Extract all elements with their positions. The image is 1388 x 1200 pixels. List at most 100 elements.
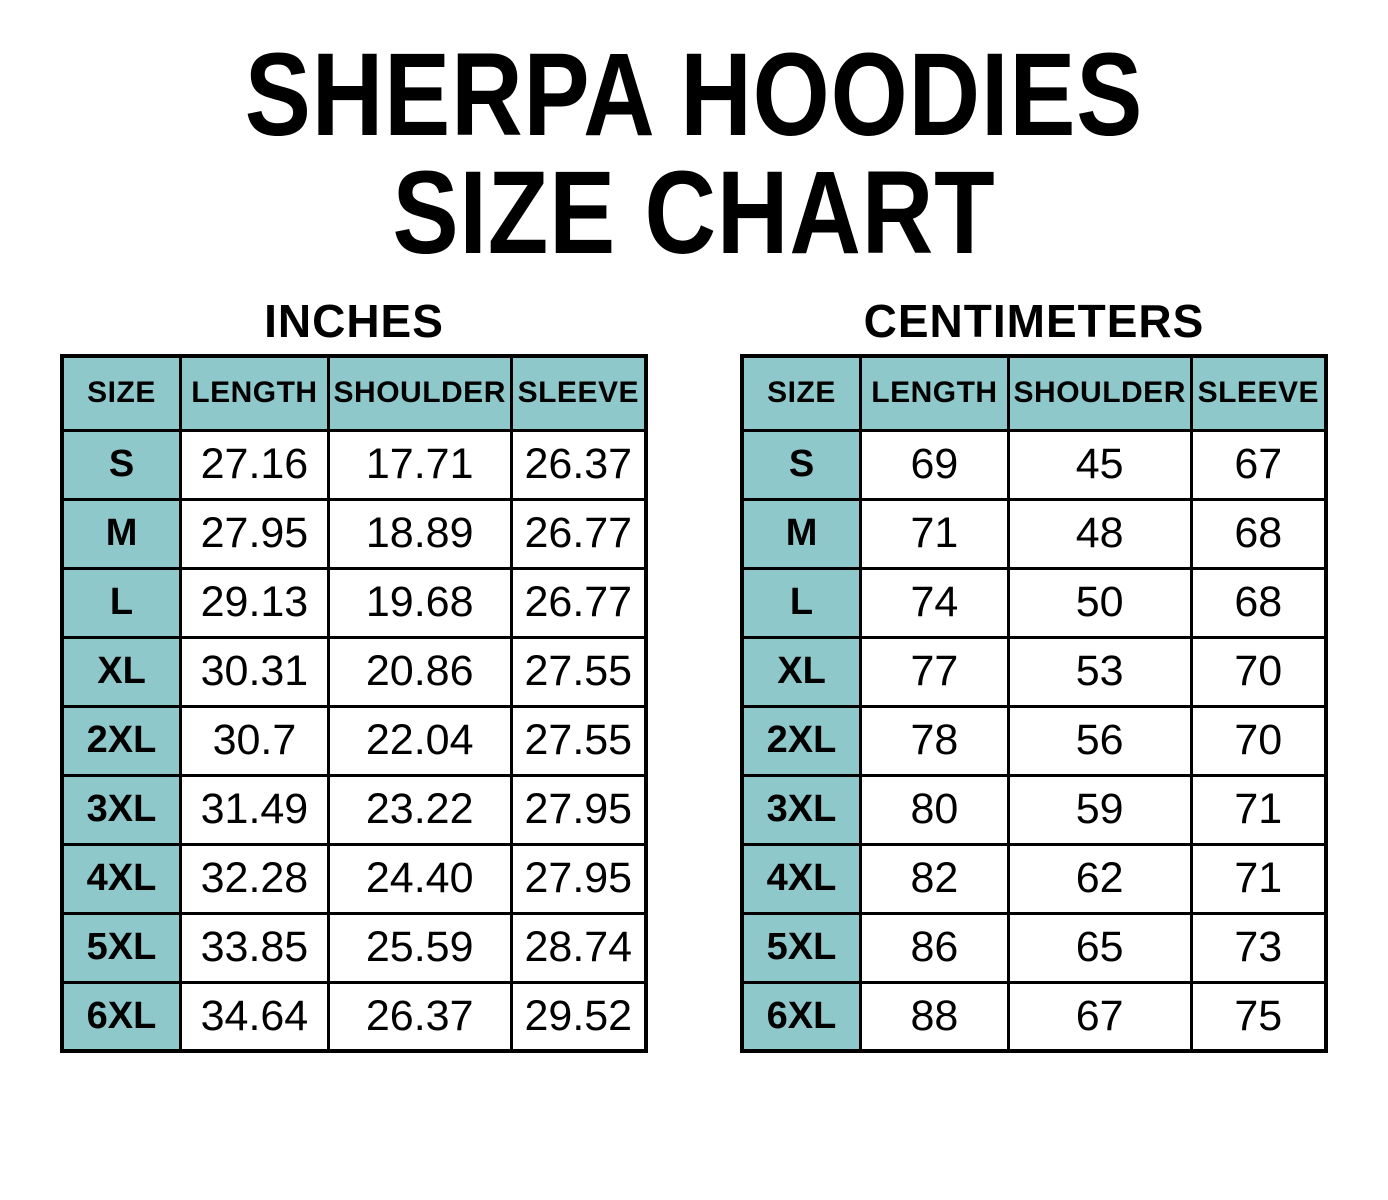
value-cell: 71: [1189, 773, 1328, 846]
column-header-length: LENGTH: [859, 354, 1010, 432]
inches-panel: INCHES SIZE LENGTH SHOULDER SLEEVE S 27.16 17…: [60, 298, 648, 1053]
table-row: 2XL 78 56 70: [740, 704, 1328, 777]
value-cell: 48: [1006, 497, 1193, 570]
size-cell: S: [740, 428, 863, 501]
column-header-shoulder: SHOULDER: [1006, 354, 1193, 432]
unit-label-centimeters: CENTIMETERS: [863, 295, 1205, 347]
table-row: 6XL 34.64 26.37 29.52: [60, 980, 648, 1053]
table-row: 5XL 86 65 73: [740, 911, 1328, 984]
value-cell: 27.95: [509, 773, 648, 846]
value-cell: 75: [1189, 980, 1328, 1053]
value-cell: 53: [1006, 635, 1193, 708]
value-cell: 62: [1006, 842, 1193, 915]
size-cell: 4XL: [60, 842, 183, 915]
value-cell: 31.49: [179, 773, 330, 846]
size-cell: 3XL: [740, 773, 863, 846]
value-cell: 27.55: [509, 704, 648, 777]
table-row: L 74 50 68: [740, 566, 1328, 639]
table-row: 3XL 31.49 23.22 27.95: [60, 773, 648, 846]
table-row: 4XL 32.28 24.40 27.95: [60, 842, 648, 915]
value-cell: 34.64: [179, 980, 330, 1053]
value-cell: 68: [1189, 497, 1328, 570]
value-cell: 17.71: [326, 428, 513, 501]
value-cell: 45: [1006, 428, 1193, 501]
value-cell: 29.13: [179, 566, 330, 639]
size-cell: 3XL: [60, 773, 183, 846]
value-cell: 27.95: [179, 497, 330, 570]
size-cell: 5XL: [740, 911, 863, 984]
value-cell: 27.95: [509, 842, 648, 915]
value-cell: 65: [1006, 911, 1193, 984]
value-cell: 19.68: [326, 566, 513, 639]
value-cell: 77: [859, 635, 1010, 708]
value-cell: 70: [1189, 635, 1328, 708]
table-row: 5XL 33.85 25.59 28.74: [60, 911, 648, 984]
value-cell: 26.37: [326, 980, 513, 1053]
value-cell: 67: [1189, 428, 1328, 501]
value-cell: 28.74: [509, 911, 648, 984]
table-row: 6XL 88 67 75: [740, 980, 1328, 1053]
value-cell: 50: [1006, 566, 1193, 639]
size-cell: XL: [740, 635, 863, 708]
value-cell: 56: [1006, 704, 1193, 777]
header-row: SIZE LENGTH SHOULDER SLEEVE: [60, 354, 648, 432]
table-row: M 71 48 68: [740, 497, 1328, 570]
value-cell: 69: [859, 428, 1010, 501]
value-cell: 24.40: [326, 842, 513, 915]
column-header-sleeve: SLEEVE: [1189, 354, 1328, 432]
value-cell: 23.22: [326, 773, 513, 846]
table-row: S 69 45 67: [740, 428, 1328, 501]
size-table-inches: SIZE LENGTH SHOULDER SLEEVE S 27.16 17.71 26.3…: [60, 354, 648, 1053]
size-cell: 4XL: [740, 842, 863, 915]
column-header-size: SIZE: [60, 354, 183, 432]
value-cell: 78: [859, 704, 1010, 777]
table-row: 3XL 80 59 71: [740, 773, 1328, 846]
value-cell: 26.77: [509, 566, 648, 639]
size-cell: 5XL: [60, 911, 183, 984]
value-cell: 59: [1006, 773, 1193, 846]
value-cell: 22.04: [326, 704, 513, 777]
table-row: XL 77 53 70: [740, 635, 1328, 708]
table-row: 4XL 82 62 71: [740, 842, 1328, 915]
value-cell: 26.37: [509, 428, 648, 501]
table-row: L 29.13 19.68 26.77: [60, 566, 648, 639]
size-cell: 6XL: [740, 980, 863, 1053]
value-cell: 18.89: [326, 497, 513, 570]
value-cell: 30.7: [179, 704, 330, 777]
size-cell: L: [740, 566, 863, 639]
value-cell: 68: [1189, 566, 1328, 639]
value-cell: 20.86: [326, 635, 513, 708]
centimeters-panel: CENTIMETERS SIZE LENGTH SHOULDER SLEEVE S 69…: [740, 298, 1328, 1053]
size-cell: 6XL: [60, 980, 183, 1053]
value-cell: 71: [1189, 842, 1328, 915]
size-cell: 2XL: [60, 704, 183, 777]
page-title: SHERPA HOODIES SIZE CHART: [111, 0, 1277, 272]
size-cell: XL: [60, 635, 183, 708]
size-table-centimeters: SIZE LENGTH SHOULDER SLEEVE S 69 45 67 M 71 48 68 L…: [740, 354, 1328, 1053]
value-cell: 30.31: [179, 635, 330, 708]
title-line-1: SHERPA HOODIES: [244, 29, 1144, 161]
table-row: XL 30.31 20.86 27.55: [60, 635, 648, 708]
value-cell: 88: [859, 980, 1010, 1053]
value-cell: 25.59: [326, 911, 513, 984]
column-header-size: SIZE: [740, 354, 863, 432]
value-cell: 71: [859, 497, 1010, 570]
table-row: S 27.16 17.71 26.37: [60, 428, 648, 501]
value-cell: 29.52: [509, 980, 648, 1053]
size-cell: S: [60, 428, 183, 501]
value-cell: 80: [859, 773, 1010, 846]
size-cell: M: [740, 497, 863, 570]
tables-container: INCHES SIZE LENGTH SHOULDER SLEEVE S 27.16 17…: [0, 298, 1388, 1053]
table-row: M 27.95 18.89 26.77: [60, 497, 648, 570]
header-row: SIZE LENGTH SHOULDER SLEEVE: [740, 354, 1328, 432]
title-line-2: SIZE CHART: [392, 147, 996, 279]
column-header-length: LENGTH: [179, 354, 330, 432]
value-cell: 74: [859, 566, 1010, 639]
size-cell: 2XL: [740, 704, 863, 777]
value-cell: 27.55: [509, 635, 648, 708]
value-cell: 27.16: [179, 428, 330, 501]
size-cell: L: [60, 566, 183, 639]
column-header-shoulder: SHOULDER: [326, 354, 513, 432]
value-cell: 82: [859, 842, 1010, 915]
